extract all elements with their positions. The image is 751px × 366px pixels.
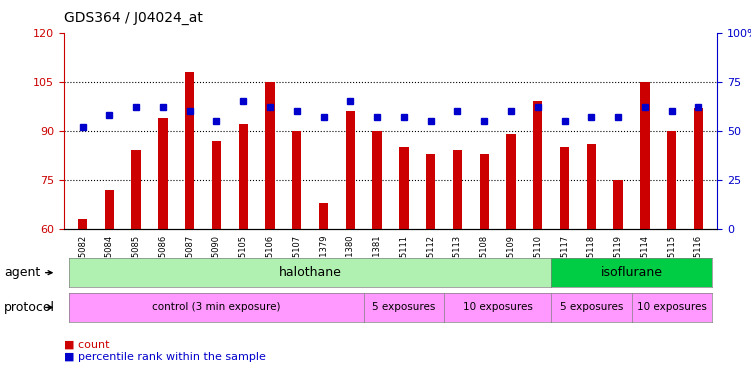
Bar xyxy=(694,108,703,229)
Bar xyxy=(533,101,542,229)
Text: 10 exposures: 10 exposures xyxy=(637,302,707,313)
Bar xyxy=(400,147,409,229)
Bar xyxy=(667,131,677,229)
Bar xyxy=(104,190,114,229)
Bar xyxy=(158,118,167,229)
Bar xyxy=(319,203,328,229)
Text: GDS364 / J04024_at: GDS364 / J04024_at xyxy=(64,11,203,25)
Bar xyxy=(506,134,516,229)
Text: 5 exposures: 5 exposures xyxy=(559,302,623,313)
Text: isoflurane: isoflurane xyxy=(601,266,662,279)
Text: protocol: protocol xyxy=(4,301,55,314)
Bar xyxy=(212,141,221,229)
Bar xyxy=(560,147,569,229)
Bar xyxy=(426,154,436,229)
Bar xyxy=(131,150,141,229)
Bar xyxy=(345,111,355,229)
Text: agent: agent xyxy=(4,266,40,279)
Bar xyxy=(614,180,623,229)
Bar xyxy=(185,72,195,229)
Bar xyxy=(453,150,462,229)
Text: control (3 min exposure): control (3 min exposure) xyxy=(152,302,281,313)
Bar xyxy=(372,131,382,229)
Bar xyxy=(78,219,87,229)
Text: ■ percentile rank within the sample: ■ percentile rank within the sample xyxy=(64,352,266,362)
Bar xyxy=(640,82,650,229)
Text: halothane: halothane xyxy=(279,266,342,279)
Bar xyxy=(239,124,248,229)
Bar xyxy=(480,154,489,229)
Bar xyxy=(292,131,301,229)
Bar xyxy=(265,82,275,229)
Text: 10 exposures: 10 exposures xyxy=(463,302,532,313)
Text: ■ count: ■ count xyxy=(64,340,110,350)
Bar xyxy=(587,144,596,229)
Text: 5 exposures: 5 exposures xyxy=(372,302,436,313)
